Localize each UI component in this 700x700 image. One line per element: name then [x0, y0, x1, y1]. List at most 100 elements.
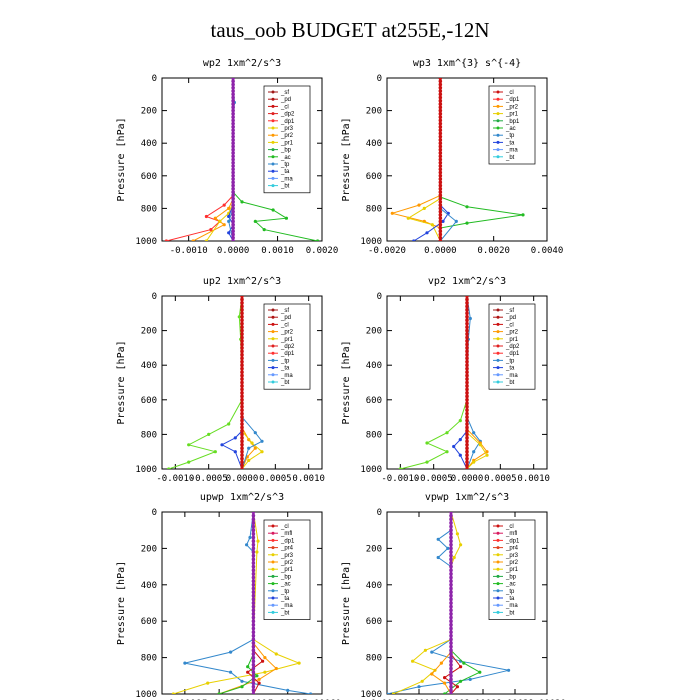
y-tick-label: 400 [141, 139, 157, 149]
x-tick-label: 0.0005 [259, 474, 292, 484]
zero-line-marker [465, 308, 469, 312]
series-point [204, 214, 208, 219]
zero-line-marker [449, 608, 453, 613]
legend-marker [271, 315, 275, 319]
zero-line-marker [438, 115, 443, 119]
y-tick-label: 1000 [360, 690, 382, 700]
zero-line-marker [465, 297, 469, 302]
series-point [430, 223, 434, 227]
zero-line-marker [465, 391, 469, 395]
series-point [187, 460, 191, 464]
zero-line-marker [465, 335, 469, 340]
series-point [417, 685, 421, 689]
zero-line-marker [465, 318, 469, 323]
zero-line-marker [438, 92, 443, 97]
zero-line-marker [231, 79, 235, 84]
legend-label: _dp1 [280, 538, 295, 544]
zero-line-marker [449, 550, 453, 554]
series-point [257, 681, 261, 685]
legend-label: _ma [505, 373, 518, 379]
y-tick-label: 600 [366, 172, 382, 182]
zero-line-marker [240, 432, 244, 437]
zero-line-marker [231, 108, 235, 113]
zero-line-marker [438, 183, 443, 188]
zero-line-marker [251, 644, 256, 649]
series-group [164, 78, 320, 241]
legend-marker [271, 162, 275, 166]
series-point [443, 692, 447, 694]
series-point [452, 555, 456, 560]
series-point [213, 450, 217, 454]
series-point [286, 688, 290, 693]
x-tick-label: -0.0005 [415, 474, 453, 484]
zero-line-marker [251, 637, 256, 642]
zero-line-marker [438, 157, 443, 162]
series-point [262, 228, 266, 232]
zero-line-marker [231, 95, 235, 100]
legend-marker [496, 380, 500, 384]
legend-marker [271, 538, 275, 542]
zero-line-marker [240, 415, 244, 419]
legend-marker [496, 546, 500, 550]
series-point [417, 203, 421, 207]
legend-marker [496, 553, 500, 557]
y-tick-label: 800 [366, 204, 382, 214]
zero-line-marker [438, 180, 443, 185]
legend-label: _pr3 [280, 553, 294, 559]
zero-line-marker [251, 648, 256, 653]
zero-line-marker [251, 659, 256, 664]
series-group [171, 512, 313, 694]
zero-line-marker [438, 154, 443, 159]
zero-line-marker [240, 332, 244, 336]
legend-label: _cl [280, 104, 289, 110]
series-line-pr1 [407, 78, 441, 241]
zero-line-marker [251, 604, 256, 609]
legend-marker [271, 90, 275, 94]
legend-marker [271, 531, 275, 535]
zero-line-marker [449, 641, 453, 645]
legend-marker [496, 589, 500, 593]
zero-line-marker [449, 692, 453, 694]
series-point [446, 546, 450, 551]
zero-line-marker [240, 356, 244, 361]
chart-panel-1: wp2 1xm^2/s^3 0 200 400 600 800 1000 -0.0010 0.0… [116, 58, 338, 256]
series-point [387, 692, 389, 694]
series-point [271, 208, 275, 212]
x-tick-label: 0.0010 [517, 474, 550, 484]
series-point [227, 219, 231, 223]
legend-label: _ac [280, 155, 291, 161]
zero-line-marker [438, 134, 443, 139]
legend-label: _ma [505, 148, 518, 154]
series-point [261, 659, 265, 663]
legend-label: _dp1 [280, 351, 295, 357]
series-point [274, 666, 278, 671]
series-point [443, 681, 447, 685]
zero-line-marker [449, 604, 453, 609]
zero-line-marker [465, 363, 469, 368]
legend-marker [496, 97, 500, 101]
zero-line-marker [231, 154, 235, 159]
zero-line-marker [438, 147, 443, 152]
zero-line-marker [251, 597, 256, 602]
zero-line-marker [240, 353, 244, 357]
series-point [240, 679, 244, 683]
series-point [412, 239, 416, 241]
series-line-ta [413, 78, 449, 241]
x-tick-label: -0.0010 [170, 246, 208, 256]
zero-line-marker [240, 346, 244, 350]
zero-line-marker [465, 460, 469, 464]
zero-line-marker [465, 321, 469, 326]
y-tick-label: 1000 [360, 237, 382, 247]
zero-line-marker [231, 206, 235, 211]
zero-line-marker [240, 394, 244, 399]
series-point [229, 670, 233, 674]
series-point [248, 535, 252, 540]
legend-marker [271, 373, 275, 377]
zero-line-marker [231, 232, 235, 237]
series-point [233, 450, 237, 454]
series-point [430, 650, 434, 654]
legend-marker [496, 308, 500, 312]
zero-line-marker [438, 95, 443, 100]
series-point [274, 652, 278, 656]
series-point [425, 460, 429, 464]
